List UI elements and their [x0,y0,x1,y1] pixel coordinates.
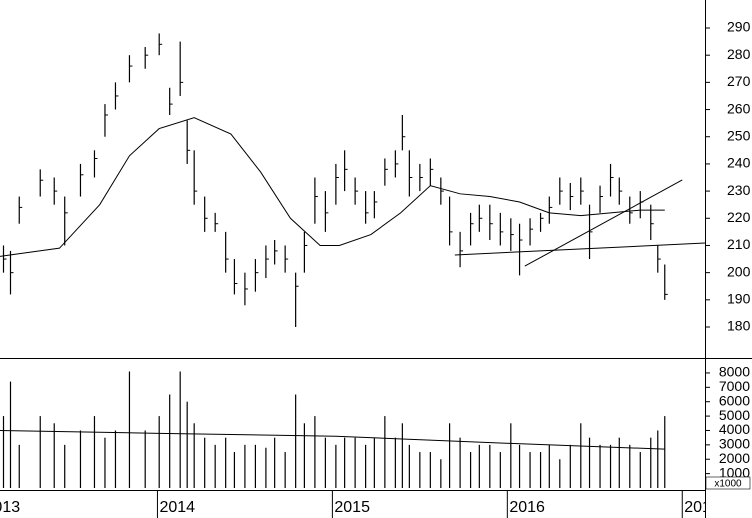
y-tick-label: 220 [727,209,751,225]
y-tick-label: 270 [727,73,751,89]
volume-tick-label: 6000 [719,392,750,408]
x-tick-label: 2014 [159,499,195,516]
volume-tick-label: 5000 [719,407,750,423]
y-tick-label: 260 [727,100,751,116]
volume-tick-label: 1000 [719,464,750,480]
x-tick-label: 2017 [684,499,720,516]
volume-tick-label: 3000 [719,436,750,452]
plot-area: 2013 2014 2015 2016 2017 [0,33,720,518]
y-tick-label: 190 [727,291,751,307]
moving-average [0,117,665,257]
x-tick-label: 2016 [509,499,545,516]
y-tick-label: 200 [727,263,751,279]
y-tick-label: 240 [727,155,751,171]
y-tick-label: 230 [727,182,751,198]
trendline [524,179,683,267]
x-tick-label: 2015 [334,499,370,516]
volume-unit-label: x1000 [714,479,742,490]
volume-tick-label: 2000 [719,450,750,466]
y-tick-label: 280 [727,46,751,62]
right-axis: 180 190 200 210 220 230 240 250 260 270 280 290 1000… [705,19,751,490]
y-tick-label: 290 [727,19,751,35]
volume-moving-average [0,429,665,450]
trendline [454,242,705,256]
volume-tick-label: 7000 [719,378,750,394]
volume-tick-label: 8000 [719,364,750,380]
y-tick-label: 180 [727,318,751,334]
volume-tick-label: 4000 [719,421,750,437]
y-tick-label: 210 [727,236,751,252]
x-tick-label: 2013 [0,499,20,516]
y-tick-label: 250 [727,127,751,143]
